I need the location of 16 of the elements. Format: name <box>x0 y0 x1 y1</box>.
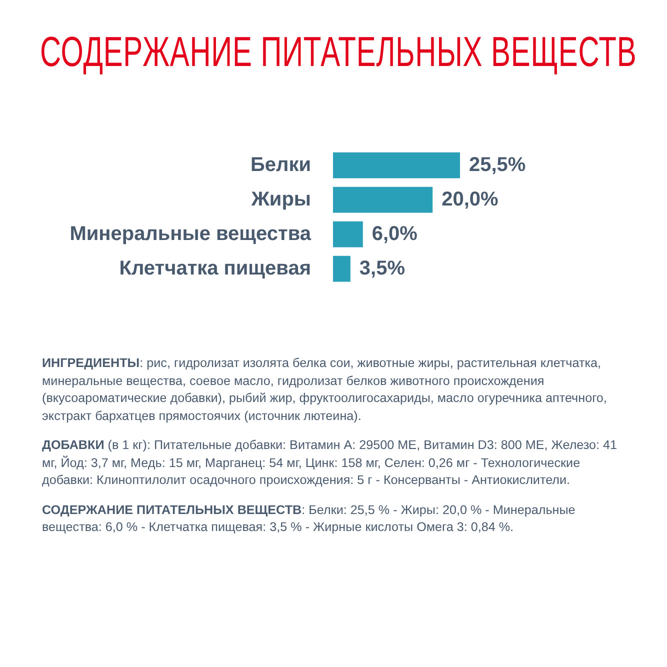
y-tick-label: Минеральные вещества <box>70 222 312 245</box>
bar <box>333 221 363 248</box>
bar <box>333 256 350 282</box>
y-tick-label: Клетчатка пищевая <box>119 257 311 280</box>
data-label: 6,0% <box>372 222 418 245</box>
bar <box>333 152 460 178</box>
data-label: 20,0% <box>442 188 499 210</box>
text: ДОБАВКИ (в 1 кг): Питательные добавки: Витамин А: 29500 МЕ, Витамин D3: 800 МЕ, Железо: 41 мг, Йод: 3,7 мг, Медь: 15 мг, Марганец: 54 мг, Цинк: 158 мг, Селен: 0,26 мг - Технологические добавки: Клиноптилолит осадочного происхождения: 5 г - Консерванты - Антиокислители. <box>42 437 618 489</box>
data-label: 25,5% <box>469 154 526 176</box>
bar <box>333 186 433 213</box>
y-tick-label: Жиры <box>250 188 311 210</box>
text: СОДЕРЖАНИЕ ПИТАТЕЛЬНЫХ ВЕЩЕСТВ: Белки: 25,5 % - Жиры: 20,0 % - Минеральные вещества: 6,0 % - Клетчатка пищевая: 3,5 % - Жирные кислоты Омега 3: 0,84 %. <box>42 502 576 536</box>
text: ИНГРЕДИЕНТЫ: рис, гидролизат изолята белка сои, животные жиры, растительная клетчатка, минеральные вещества, соевое масло, гидролизат белков животного происхождения (вкусоароматические добавки), рыбий жир, фруктоолигосахариды, масло огуречника аптечного, экстракт бархатцев прямостоячих (источник лютеина). <box>42 355 608 425</box>
chart-title: СОДЕРЖАНИЕ ПИТАТЕЛЬНЫХ ВЕЩЕСТВ <box>40 28 637 76</box>
data-label: 3,5% <box>359 257 406 280</box>
y-tick-label: Белки <box>250 154 311 176</box>
